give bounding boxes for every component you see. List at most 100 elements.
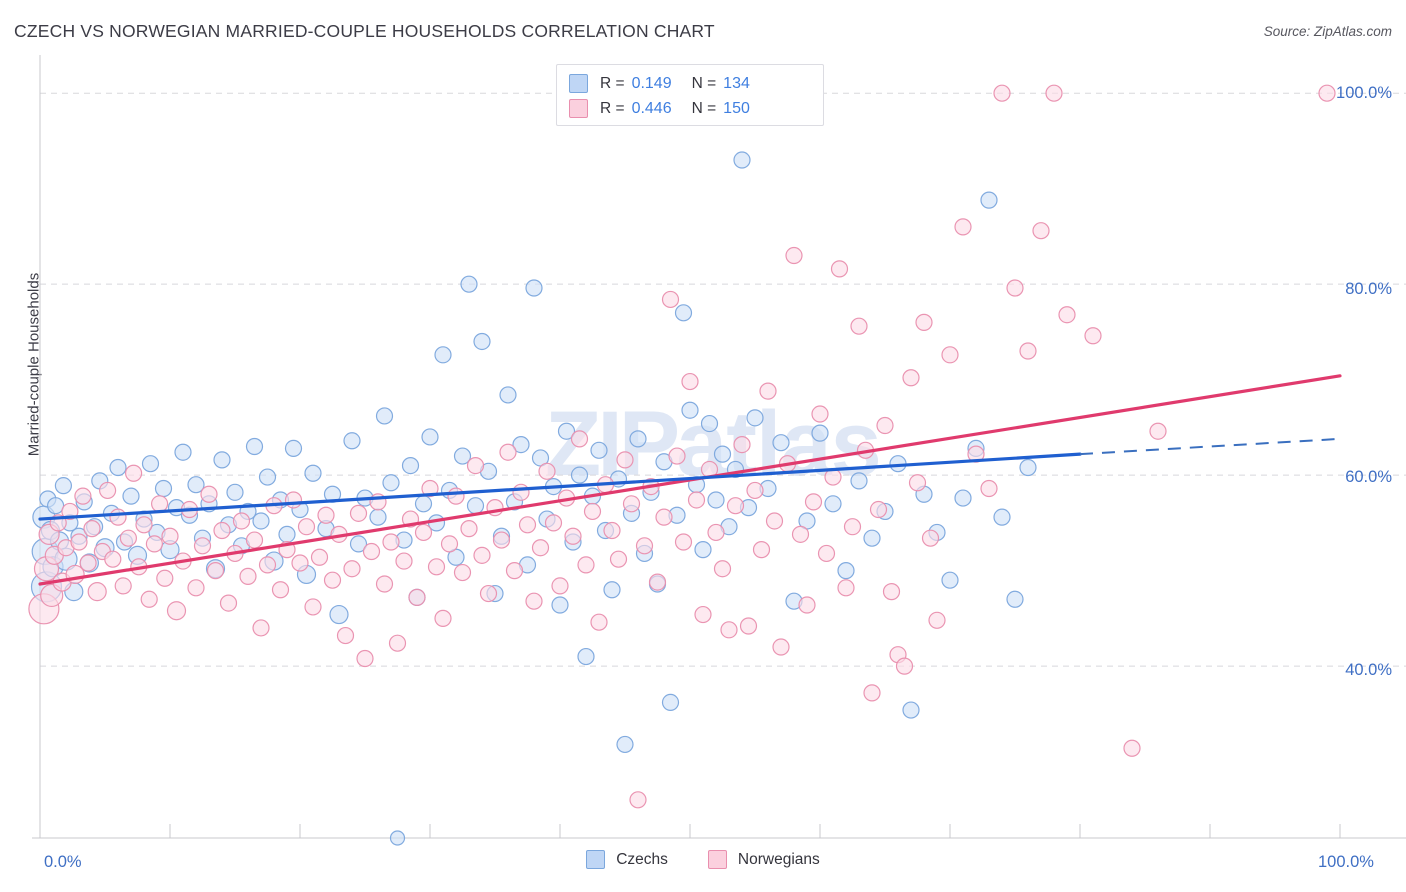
scatter-point: [1006, 590, 1024, 608]
scatter-point: [278, 525, 296, 543]
scatter-point: [356, 649, 374, 668]
scatter-point: [499, 386, 517, 404]
stat-row-norwegian: R = 0.446 N = 150: [569, 96, 813, 121]
czech-n-value: 134: [723, 74, 750, 92]
scatter-point: [603, 521, 621, 540]
scatter-point: [525, 279, 543, 297]
scatter-point: [310, 548, 329, 566]
scatter-point: [577, 647, 595, 666]
scatter-point: [349, 535, 368, 553]
scatter-point: [135, 516, 153, 534]
scatter-point: [635, 537, 654, 555]
scatter-point: [156, 569, 174, 587]
scatter-point: [304, 464, 322, 482]
scatter-point: [843, 518, 862, 536]
scatter-point: [850, 317, 868, 335]
scatter-point: [122, 487, 140, 505]
scatter-point: [713, 560, 732, 578]
scatter-point: [590, 613, 608, 631]
scatter-point: [213, 451, 231, 469]
scatter-point: [382, 533, 400, 551]
scatter-point: [466, 456, 485, 475]
y-tick-60: 60.0%: [1345, 468, 1392, 486]
scatter-point: [154, 479, 173, 498]
y-tick-40: 40.0%: [1345, 661, 1392, 679]
scatter-point: [70, 533, 88, 551]
scatter-point: [629, 791, 647, 809]
scatter-point: [473, 332, 491, 351]
scatter-point: [447, 487, 465, 505]
legend-item-czechs[interactable]: Czechs: [586, 850, 668, 869]
scatter-point: [551, 577, 569, 595]
scatter-point: [902, 701, 920, 719]
bottom-legend: Czechs Norwegians: [0, 850, 1406, 869]
scatter-point: [551, 596, 569, 614]
scatter-point: [226, 483, 244, 501]
scatter-point: [707, 523, 725, 542]
scatter-point: [109, 458, 127, 477]
scatter-point: [83, 520, 101, 538]
scatter-point: [193, 537, 212, 555]
scatter-point: [140, 590, 158, 608]
scatter-point: [466, 497, 485, 515]
scatter-point: [622, 495, 641, 513]
scatter-point: [603, 581, 621, 599]
norwegian-r-value: 0.446: [631, 99, 672, 117]
norwegian-r-label: R =: [600, 99, 625, 117]
scatter-point: [114, 577, 132, 595]
scatter-point: [993, 84, 1011, 102]
scatter-point: [590, 441, 608, 459]
czechs-legend-swatch: [586, 850, 606, 869]
scatter-point: [460, 275, 478, 293]
scatter-point: [284, 439, 303, 458]
y-tick-100: 100.0%: [1336, 84, 1392, 102]
scatter-point: [87, 582, 107, 602]
scatter-point: [583, 502, 602, 521]
scatter-point: [707, 491, 725, 509]
scatter-point: [577, 556, 595, 574]
scatter-point: [869, 500, 888, 519]
scatter-point: [512, 483, 530, 501]
scatter-point: [252, 512, 270, 530]
scatter-point: [882, 583, 901, 601]
scatter-point: [629, 430, 647, 448]
scatter-point: [440, 535, 459, 553]
stat-row-czech: R = 0.149 N = 134: [569, 71, 813, 96]
scatter-point: [941, 346, 959, 364]
scatter-point: [681, 372, 699, 391]
norwegian-n-value: 150: [723, 99, 750, 117]
scatter-point: [382, 474, 400, 492]
scatter-point: [668, 447, 686, 465]
scatter-point: [174, 443, 192, 461]
scatter-point: [421, 479, 439, 498]
scatter-point: [151, 495, 169, 513]
scatter-point: [902, 369, 920, 387]
scatter-point: [408, 588, 426, 606]
norwegians-legend-label: Norwegians: [737, 850, 820, 868]
scatter-point: [544, 514, 563, 532]
legend-item-norwegians[interactable]: Norwegians: [707, 850, 820, 869]
scatter-point: [648, 573, 667, 591]
scatter-point: [694, 541, 712, 559]
scatter-point: [512, 435, 530, 454]
scatter-point: [609, 550, 628, 568]
scatter-point: [655, 508, 673, 526]
norwegians-legend-swatch: [707, 850, 727, 869]
scatter-point: [908, 474, 927, 492]
scatter-point: [74, 487, 92, 505]
scatter-point: [980, 191, 998, 209]
scatter-point: [375, 575, 394, 593]
scatter-point: [759, 382, 777, 400]
trend-line: [38, 452, 1082, 521]
x-tick-min: 0.0%: [44, 853, 82, 871]
scatter-point: [531, 539, 550, 557]
scatter-point: [98, 481, 117, 500]
scatter-point: [739, 617, 758, 635]
scatter-point: [245, 437, 264, 456]
scatter-point: [954, 489, 972, 507]
scatter-point: [713, 445, 732, 463]
scatter-point: [349, 504, 368, 522]
scatter-point: [1006, 279, 1024, 297]
scatter-point: [752, 541, 771, 559]
norwegian-n-label: N =: [691, 99, 717, 117]
